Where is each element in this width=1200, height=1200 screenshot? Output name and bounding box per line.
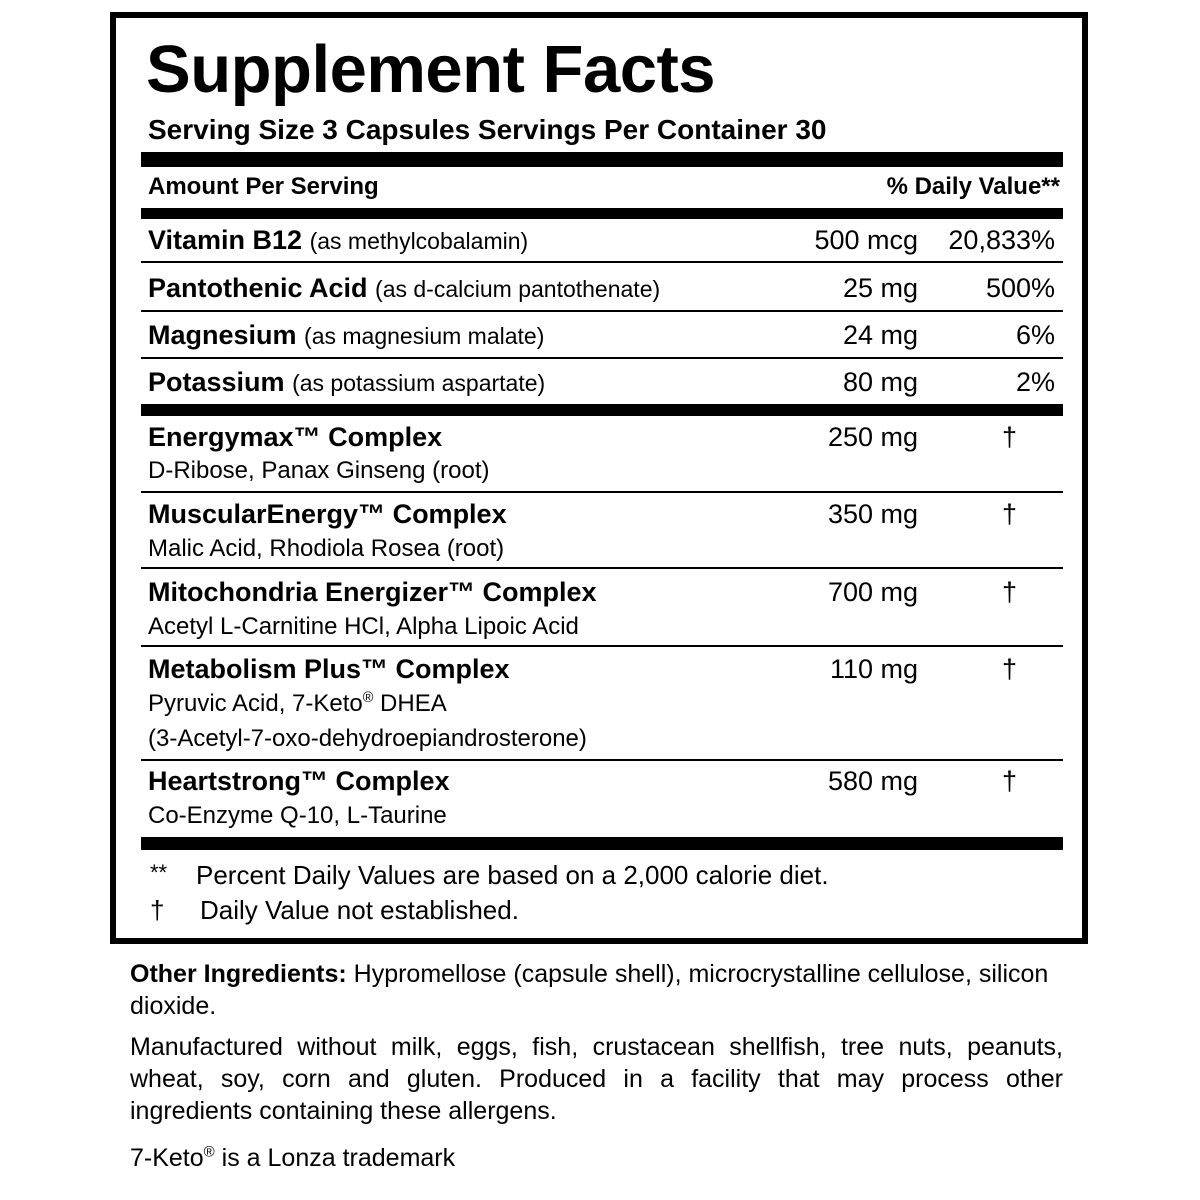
thick-divider — [141, 152, 1063, 167]
nutrient-amount: 24 mg — [842, 320, 918, 350]
allergen-statement: Manufactured without milk, eggs, fish, c… — [130, 1033, 1063, 1125]
nutrient-row: Magnesium (as magnesium malate) — [148, 320, 545, 350]
nutrient-amount: 25 mg — [842, 273, 918, 303]
row-divider — [141, 645, 1063, 647]
row-divider — [141, 759, 1063, 761]
row-divider — [141, 261, 1063, 263]
footnote-text: Percent Daily Values are based on a 2,00… — [196, 860, 829, 890]
nutrient-row: Pantothenic Acid (as d-calcium pantothen… — [148, 273, 661, 303]
thick-divider — [141, 837, 1063, 850]
dagger-mark: † — [1002, 577, 1018, 607]
complex-amount: 580 mg — [827, 766, 918, 796]
thick-divider — [141, 208, 1063, 219]
thick-divider — [141, 404, 1063, 416]
complex-name: Energymax™ Complex — [148, 422, 443, 452]
complex-ingredients: Acetyl L-Carnitine HCl, Alpha Lipoic Aci… — [148, 613, 579, 640]
nutrient-amount: 500 mcg — [814, 225, 918, 255]
footnote-mark: ** — [150, 860, 168, 885]
amount-per-serving-header: Amount Per Serving — [148, 173, 379, 200]
nutrient-dv: 20,833% — [948, 225, 1055, 255]
footnote-text: Daily Value not established. — [200, 895, 519, 925]
trademark-note: 7-Keto® is a Lonza trademark — [130, 1143, 456, 1172]
dagger-mark: † — [1002, 499, 1018, 529]
other-ingredients: Other Ingredients: Hypromellose (capsule… — [130, 960, 1049, 1020]
nutrient-dv: 500% — [985, 273, 1055, 303]
complex-ingredients-detail: (3-Acetyl-7-oxo-dehydroepiandrosterone) — [148, 725, 587, 752]
complex-name: Heartstrong™ Complex — [148, 766, 450, 796]
complex-ingredients: D-Ribose, Panax Ginseng (root) — [148, 457, 490, 484]
complex-name: Metabolism Plus™ Complex — [148, 654, 510, 684]
dagger-mark: † — [1002, 422, 1018, 452]
complex-name: Mitochondria Energizer™ Complex — [148, 577, 597, 607]
complex-amount: 110 mg — [829, 654, 918, 684]
nutrient-dv: 2% — [1015, 367, 1055, 397]
supplement-facts-panel — [110, 12, 1088, 944]
complex-ingredients: Pyruvic Acid, 7-Keto® DHEA — [148, 690, 447, 717]
complex-ingredients: Malic Acid, Rhodiola Rosea (root) — [148, 535, 505, 562]
row-divider — [141, 310, 1063, 312]
dagger-mark: † — [1002, 766, 1018, 796]
nutrient-amount: 80 mg — [842, 367, 918, 397]
panel-title: Supplement Facts — [146, 32, 716, 107]
complex-ingredients: Co-Enzyme Q-10, L-Taurine — [148, 802, 447, 829]
complex-amount: 350 mg — [827, 499, 918, 529]
row-divider — [141, 567, 1063, 569]
nutrient-dv: 6% — [1015, 320, 1055, 350]
row-divider — [141, 491, 1063, 493]
serving-info: Serving Size 3 Capsules Servings Per Con… — [148, 114, 827, 145]
daily-value-header: % Daily Value** — [886, 173, 1060, 200]
complex-amount: 250 mg — [827, 422, 918, 452]
nutrient-row: Vitamin B12 (as methylcobalamin) — [148, 225, 529, 255]
row-divider — [141, 357, 1063, 359]
nutrient-row: Potassium (as potassium aspartate) — [148, 367, 546, 397]
dagger-mark: † — [1002, 654, 1018, 684]
complex-name: MuscularEnergy™ Complex — [148, 499, 507, 529]
complex-amount: 700 mg — [827, 577, 918, 607]
footnote-mark: † — [150, 895, 165, 925]
